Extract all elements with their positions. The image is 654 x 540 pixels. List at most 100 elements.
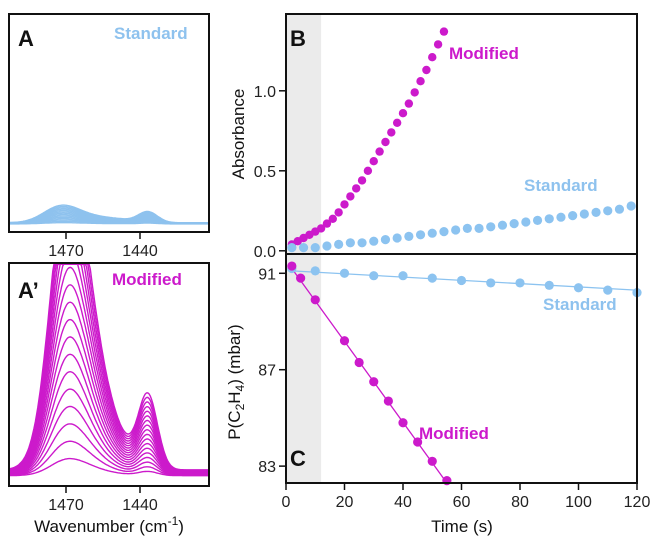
panel-c-point-standard-5 [427,273,437,283]
panel-b-point-modified-26 [439,27,449,36]
panel-c-point-standard-11 [603,285,613,295]
panel-b-point-modified-12 [357,176,367,185]
panel-b-point-modified-22 [416,77,425,86]
panel-b-point-standard-11 [415,230,426,240]
panel-a-letter: A [18,26,34,51]
panel-b-point-standard-2 [310,243,320,253]
panel-a-legend-standard: Standard [114,24,188,43]
panel-c-point-standard-8 [515,278,525,288]
panel-c-points [287,261,642,486]
panel-a-prime-curves [8,263,209,477]
panel-b-point-standard-27 [603,206,613,216]
panel-c-point-modified-3 [339,336,350,346]
panel-b-point-modified-18 [392,118,402,128]
panel-b-point-standard-16 [474,223,484,233]
panel-b-point-standard-9 [392,233,402,243]
panel-c-point-standard-2 [339,268,350,278]
panel-b-point-standard-12 [427,228,437,238]
panel-b-label-modified: Modified [449,44,519,63]
panel-b-ytick-label-2: 1.0 [254,84,276,101]
panel-a-curves [8,204,209,225]
panel-c-point-standard-9 [544,280,554,290]
panel-b-point-standard-3 [322,241,332,251]
panel-a-tick-label-1470: 1470 [48,243,84,260]
y-label-end: ) (mbar) [225,324,244,384]
panel-b-point-modified-16 [381,137,390,147]
panel-c-point-standard-7 [486,278,496,288]
panel-b-point-standard-4 [334,239,344,249]
panel-b-point-standard-7 [369,236,379,246]
panel-b-point-standard-5 [345,238,355,248]
panel-c-ytick-label-0: 83 [258,459,276,476]
panel-c: 83 87 91 0 20 40 60 80 100 120 C Standard Modifi… [225,253,650,536]
panel-b-point-standard-21 [532,215,543,225]
panel-a-spectrum-14 [8,204,209,224]
panel-b-point-standard-28 [614,204,625,214]
panel-c-point-standard-6 [456,275,467,286]
panel-b-point-modified-6 [322,219,332,228]
panel-c-x-axis-label: Time (s) [431,517,493,536]
panel-b-y-axis-label: Absorbance [229,89,248,180]
panel-c-point-modified-2 [310,295,320,305]
panel-c-point-modified-6 [383,396,393,406]
panel-b-point-modified-9 [340,200,349,209]
panel-b-ytick-label-1: 0.5 [254,164,276,181]
panel-b-point-modified-14 [369,157,378,166]
panel-c-point-standard-10 [573,283,584,293]
panel-c-point-standard-3 [369,271,379,281]
panel-b-point-modified-10 [346,192,355,201]
y-label-sub1: 2 [233,403,247,410]
panel-b-point-modified-21 [410,88,419,97]
panel-a-tick-label-1440: 1440 [122,243,158,260]
panel-c-ytick-label-1: 87 [258,363,276,380]
panel-b-point-modified-20 [404,99,414,108]
panel-a-prime-frame [8,262,210,487]
panel-a: 1470 1440 A Standard [8,13,210,260]
panel-b-point-modified-15 [375,147,384,156]
x-label-end: ) [178,517,184,536]
panel-b-point-modified-11 [352,184,361,193]
panel-b-point-modified-13 [363,166,373,175]
panel-a-prime-legend-modified: Modified [112,270,182,289]
panel-b-point-standard-0 [287,243,297,253]
panel-c-xtick-label-1: 20 [336,494,354,511]
panel-b-point-modified-7 [328,214,337,223]
panel-c-point-modified-0 [287,261,297,271]
panel-b-points [287,27,636,253]
panel-c-point-modified-9 [427,456,437,466]
panel-b-point-standard-8 [380,235,391,245]
panel-b-point-standard-25 [579,209,589,219]
panel-c-point-standard-1 [310,266,320,276]
panel-b-point-standard-17 [486,222,496,232]
panel-c-xtick-label-2: 40 [394,494,412,511]
y-label-mid: H [225,391,244,403]
panel-c-point-modified-7 [398,418,408,428]
panel-b-point-modified-17 [387,128,396,137]
panel-b-point-standard-6 [357,238,367,248]
panel-b-point-standard-19 [509,219,519,229]
panel-c-xtick-label-5: 100 [565,494,592,511]
x-label-sup: -1 [168,514,179,528]
panel-b-shaded-region [287,15,322,253]
panel-c-xtick-label-0: 0 [282,494,291,511]
panel-c-point-modified-5 [369,377,379,387]
panel-c-yticks: 83 87 91 [258,266,286,476]
panel-b-point-standard-26 [591,207,601,217]
panel-c-label-modified: Modified [419,424,489,443]
panel-c-point-standard-4 [398,271,408,281]
y-label-main: P(C [225,410,244,439]
panel-b-point-standard-15 [462,223,472,233]
panel-b-point-standard-10 [404,231,414,241]
panel-c-frame [285,253,638,484]
panel-b-point-modified-5 [316,224,326,233]
panel-c-xtick-label-4: 80 [511,494,529,511]
panel-b-point-standard-23 [556,212,566,222]
panel-b-point-standard-1 [298,243,309,253]
panel-b-point-standard-14 [451,225,461,235]
panel-b-point-standard-18 [497,220,508,230]
panel-c-label-standard: Standard [543,295,617,314]
panel-c-y-axis-label: P(C2H4) (mbar) [225,324,247,439]
panel-a-prime-tick-label-1470: 1470 [48,497,84,514]
panel-a-prime-spectrum-18 [8,263,209,471]
panel-a-prime-letter: A’ [18,278,39,303]
